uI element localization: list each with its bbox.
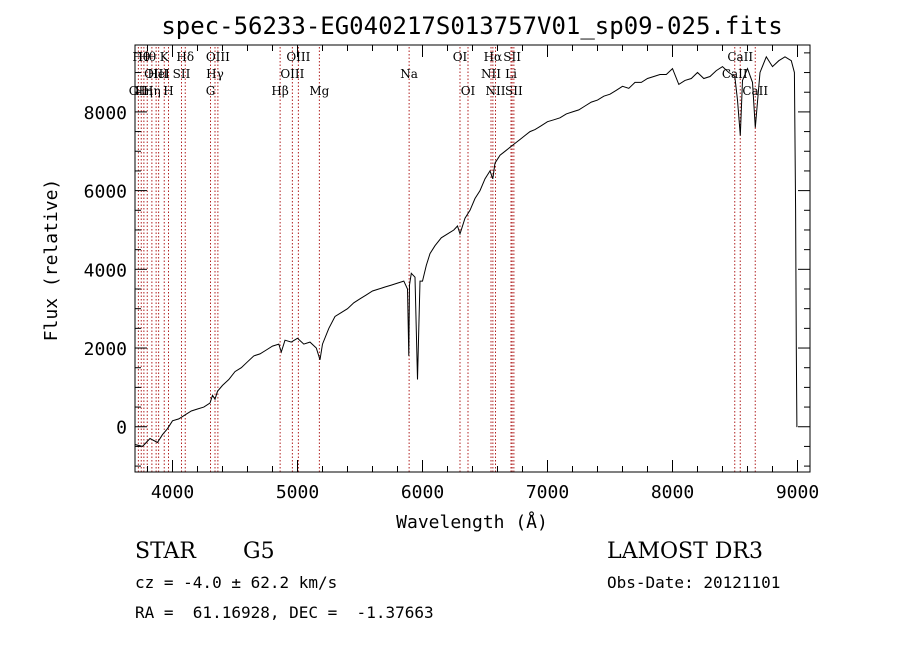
y-tick-label: 6000 (84, 182, 127, 203)
spectral-line-label: Hθ (138, 50, 156, 64)
spectral-line-label: OII (129, 84, 149, 98)
spectral-line-label: Hα (484, 50, 503, 64)
x-tick-label: 4000 (151, 482, 194, 503)
spectral-line-label: SII (505, 84, 523, 98)
spectral-line-label: NII (486, 84, 506, 98)
x-axis-ticks: 4000 5000 6000 7000 8000 9000 (147, 45, 819, 503)
marker-labels: OIIHθHηHθHηOIIIHeIKHSIIHδGHγOIIIHβOIIIOI… (129, 50, 769, 98)
spectral-line-label: Hθ (132, 50, 150, 64)
spectral-line-label: OI (453, 50, 468, 64)
y-axis-label: Flux (relative) (41, 179, 62, 342)
y-tick-label: 4000 (84, 260, 127, 281)
spectral-line-label: H (163, 84, 173, 98)
x-tick-label: 7000 (526, 482, 569, 503)
spectral-line-label: NII (481, 67, 501, 81)
spectral-line-label: OIII (280, 67, 304, 81)
chart-title: spec-56233-EG040217S013757V01_sp09-025.f… (161, 12, 782, 40)
spectral-line-label: Hη (143, 84, 161, 98)
spectral-line-label: OIII (206, 50, 230, 64)
spectral-line-label: Li (505, 67, 517, 81)
marker-lines (137, 47, 756, 472)
spectral-line-label: K (160, 50, 170, 64)
x-tick-label: 9000 (776, 482, 819, 503)
spectral-subclass: G5 (243, 539, 275, 564)
y-tick-label: 8000 (84, 103, 127, 124)
spectral-class: STAR (135, 539, 196, 564)
redshift-cz: cz = -4.0 ± 62.2 km/s (135, 573, 338, 592)
spectral-line-label: OIII (144, 67, 168, 81)
spectral-line-label: G (206, 84, 216, 98)
spectral-line-label: Na (400, 67, 418, 81)
ra-dec-coordinates: RA = 61.16928, DEC = -1.37663 (135, 603, 434, 622)
spectral-line-label: CaII (727, 50, 753, 64)
spectral-line-label: CaII (722, 67, 748, 81)
spectral-line-label: OI (461, 84, 476, 98)
observation-date: Obs-Date: 20121101 (607, 573, 781, 592)
y-tick-label: 0 (116, 418, 127, 439)
plot-frame (134, 44, 811, 473)
y-tick-label: 2000 (84, 339, 127, 360)
spectral-line-label: OIII (286, 50, 310, 64)
y-axis-ticks: 0 2000 4000 6000 8000 (84, 52, 810, 467)
spectral-line-label: SII (503, 50, 521, 64)
survey-name: LAMOST DR3 (607, 539, 763, 564)
spectral-line-label: Hγ (206, 67, 224, 81)
x-tick-label: 5000 (276, 482, 319, 503)
x-tick-label: 8000 (651, 482, 694, 503)
spectral-line-label: Hη (135, 84, 153, 98)
spectral-line-label: Hδ (176, 50, 194, 64)
spectral-line-label: CaII (742, 84, 768, 98)
spectral-line-label: SII (173, 67, 191, 81)
x-axis-label: Wavelength (Å) (396, 511, 548, 533)
spectral-line-label: HeI (147, 67, 170, 81)
spectrum-series-line (134, 55, 798, 447)
x-tick-label: 6000 (401, 482, 444, 503)
spectral-line-label: Mg (309, 84, 329, 98)
spectral-line-label: Hβ (271, 84, 288, 98)
